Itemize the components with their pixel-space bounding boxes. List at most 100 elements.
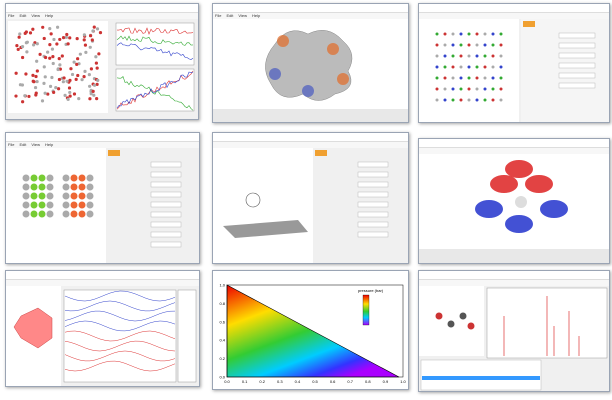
atom: [31, 27, 35, 31]
atom: [66, 97, 70, 101]
band: [64, 350, 176, 362]
atom: [38, 192, 46, 200]
atom: [91, 29, 95, 33]
field: [150, 171, 182, 178]
title-bar: [6, 133, 199, 142]
field: [150, 221, 182, 228]
x-tick-label: 0.1: [242, 379, 248, 384]
atom: [48, 56, 52, 60]
menu-item[interactable]: Help: [44, 13, 54, 18]
atom: [23, 94, 27, 98]
atom: [87, 73, 91, 77]
menu-item[interactable]: File: [8, 13, 15, 18]
table: [420, 359, 542, 391]
atom: [78, 52, 82, 56]
menu-bar: [213, 142, 408, 148]
atom: [84, 50, 88, 54]
atom: [475, 32, 479, 36]
x-tick-label: 0.2: [259, 379, 265, 384]
atom: [62, 76, 66, 80]
orbital: [475, 200, 503, 218]
status-bar: [419, 249, 609, 263]
atom: [49, 32, 53, 36]
x-tick-label: 0.9: [383, 379, 389, 384]
content: [213, 148, 389, 263]
menu-item[interactable]: Help: [44, 142, 54, 147]
atom: [61, 80, 65, 84]
field: [558, 82, 596, 89]
atom: [443, 32, 447, 36]
menu-item[interactable]: View: [238, 13, 247, 18]
atom: [475, 76, 479, 80]
atom: [58, 63, 62, 67]
plot-window: 0.0 0.1 0.2 0.3 0.4 0.5 0.6 0.7 0.8 0.9 1.0 0.0 0.2 0…: [212, 270, 409, 390]
atom: [22, 201, 30, 209]
viewport: [213, 148, 313, 263]
menu-item[interactable]: File: [8, 142, 15, 147]
atom: [34, 91, 38, 95]
field: [357, 231, 389, 238]
atom: [95, 97, 99, 101]
atom: [86, 183, 94, 191]
field: [357, 161, 389, 168]
atom: [50, 47, 55, 51]
menu-item[interactable]: Help: [251, 13, 261, 18]
atom: [20, 83, 25, 87]
atom: [82, 75, 86, 79]
band: [64, 300, 176, 312]
menu-bar: File Edit View Help: [6, 142, 199, 148]
atom: [70, 192, 78, 200]
atom: [483, 76, 487, 80]
atom: [66, 42, 70, 46]
atom: [46, 92, 50, 96]
surface-patch: [337, 73, 349, 85]
field: [150, 161, 182, 168]
menu-item[interactable]: Edit: [19, 13, 27, 18]
atom: [41, 25, 45, 29]
atom: [97, 52, 101, 56]
field: [558, 32, 596, 39]
atom: [459, 54, 463, 58]
atom: [443, 54, 447, 58]
menu-item[interactable]: File: [215, 13, 222, 18]
atom: [435, 98, 439, 102]
atom: [90, 38, 94, 42]
atom: [483, 98, 487, 102]
atom: [94, 55, 98, 59]
viewport: [419, 19, 519, 122]
band: [64, 360, 176, 372]
atom: [80, 78, 84, 82]
status-bar: [213, 109, 408, 122]
series-line: [116, 35, 194, 46]
plot-area: [115, 22, 195, 66]
atom: [68, 90, 72, 95]
atom: [467, 98, 471, 102]
atom: [30, 201, 38, 209]
menu-item[interactable]: View: [31, 13, 40, 18]
menu-item[interactable]: View: [31, 142, 40, 147]
menu-item[interactable]: Edit: [19, 142, 27, 147]
series-line: [116, 42, 194, 60]
colorbar-label: pressure (bar): [358, 288, 384, 293]
atom: [34, 74, 38, 79]
atom: [38, 183, 46, 191]
atom: [22, 174, 30, 182]
atom: [88, 84, 92, 88]
atom: [46, 210, 54, 218]
atom: [48, 43, 52, 47]
atom: [31, 73, 35, 77]
atom: [70, 183, 78, 191]
atom: [30, 192, 38, 200]
field: [150, 241, 182, 248]
atom: [88, 45, 92, 49]
atom: [443, 76, 447, 80]
atom: [459, 98, 463, 102]
field: [150, 181, 182, 188]
atom: [22, 192, 30, 200]
x-tick-label: 0.6: [330, 379, 336, 384]
menu-item[interactable]: Edit: [226, 13, 234, 18]
atom: [62, 192, 70, 200]
window: [5, 270, 200, 387]
atom: [443, 87, 447, 91]
field: [558, 72, 596, 79]
